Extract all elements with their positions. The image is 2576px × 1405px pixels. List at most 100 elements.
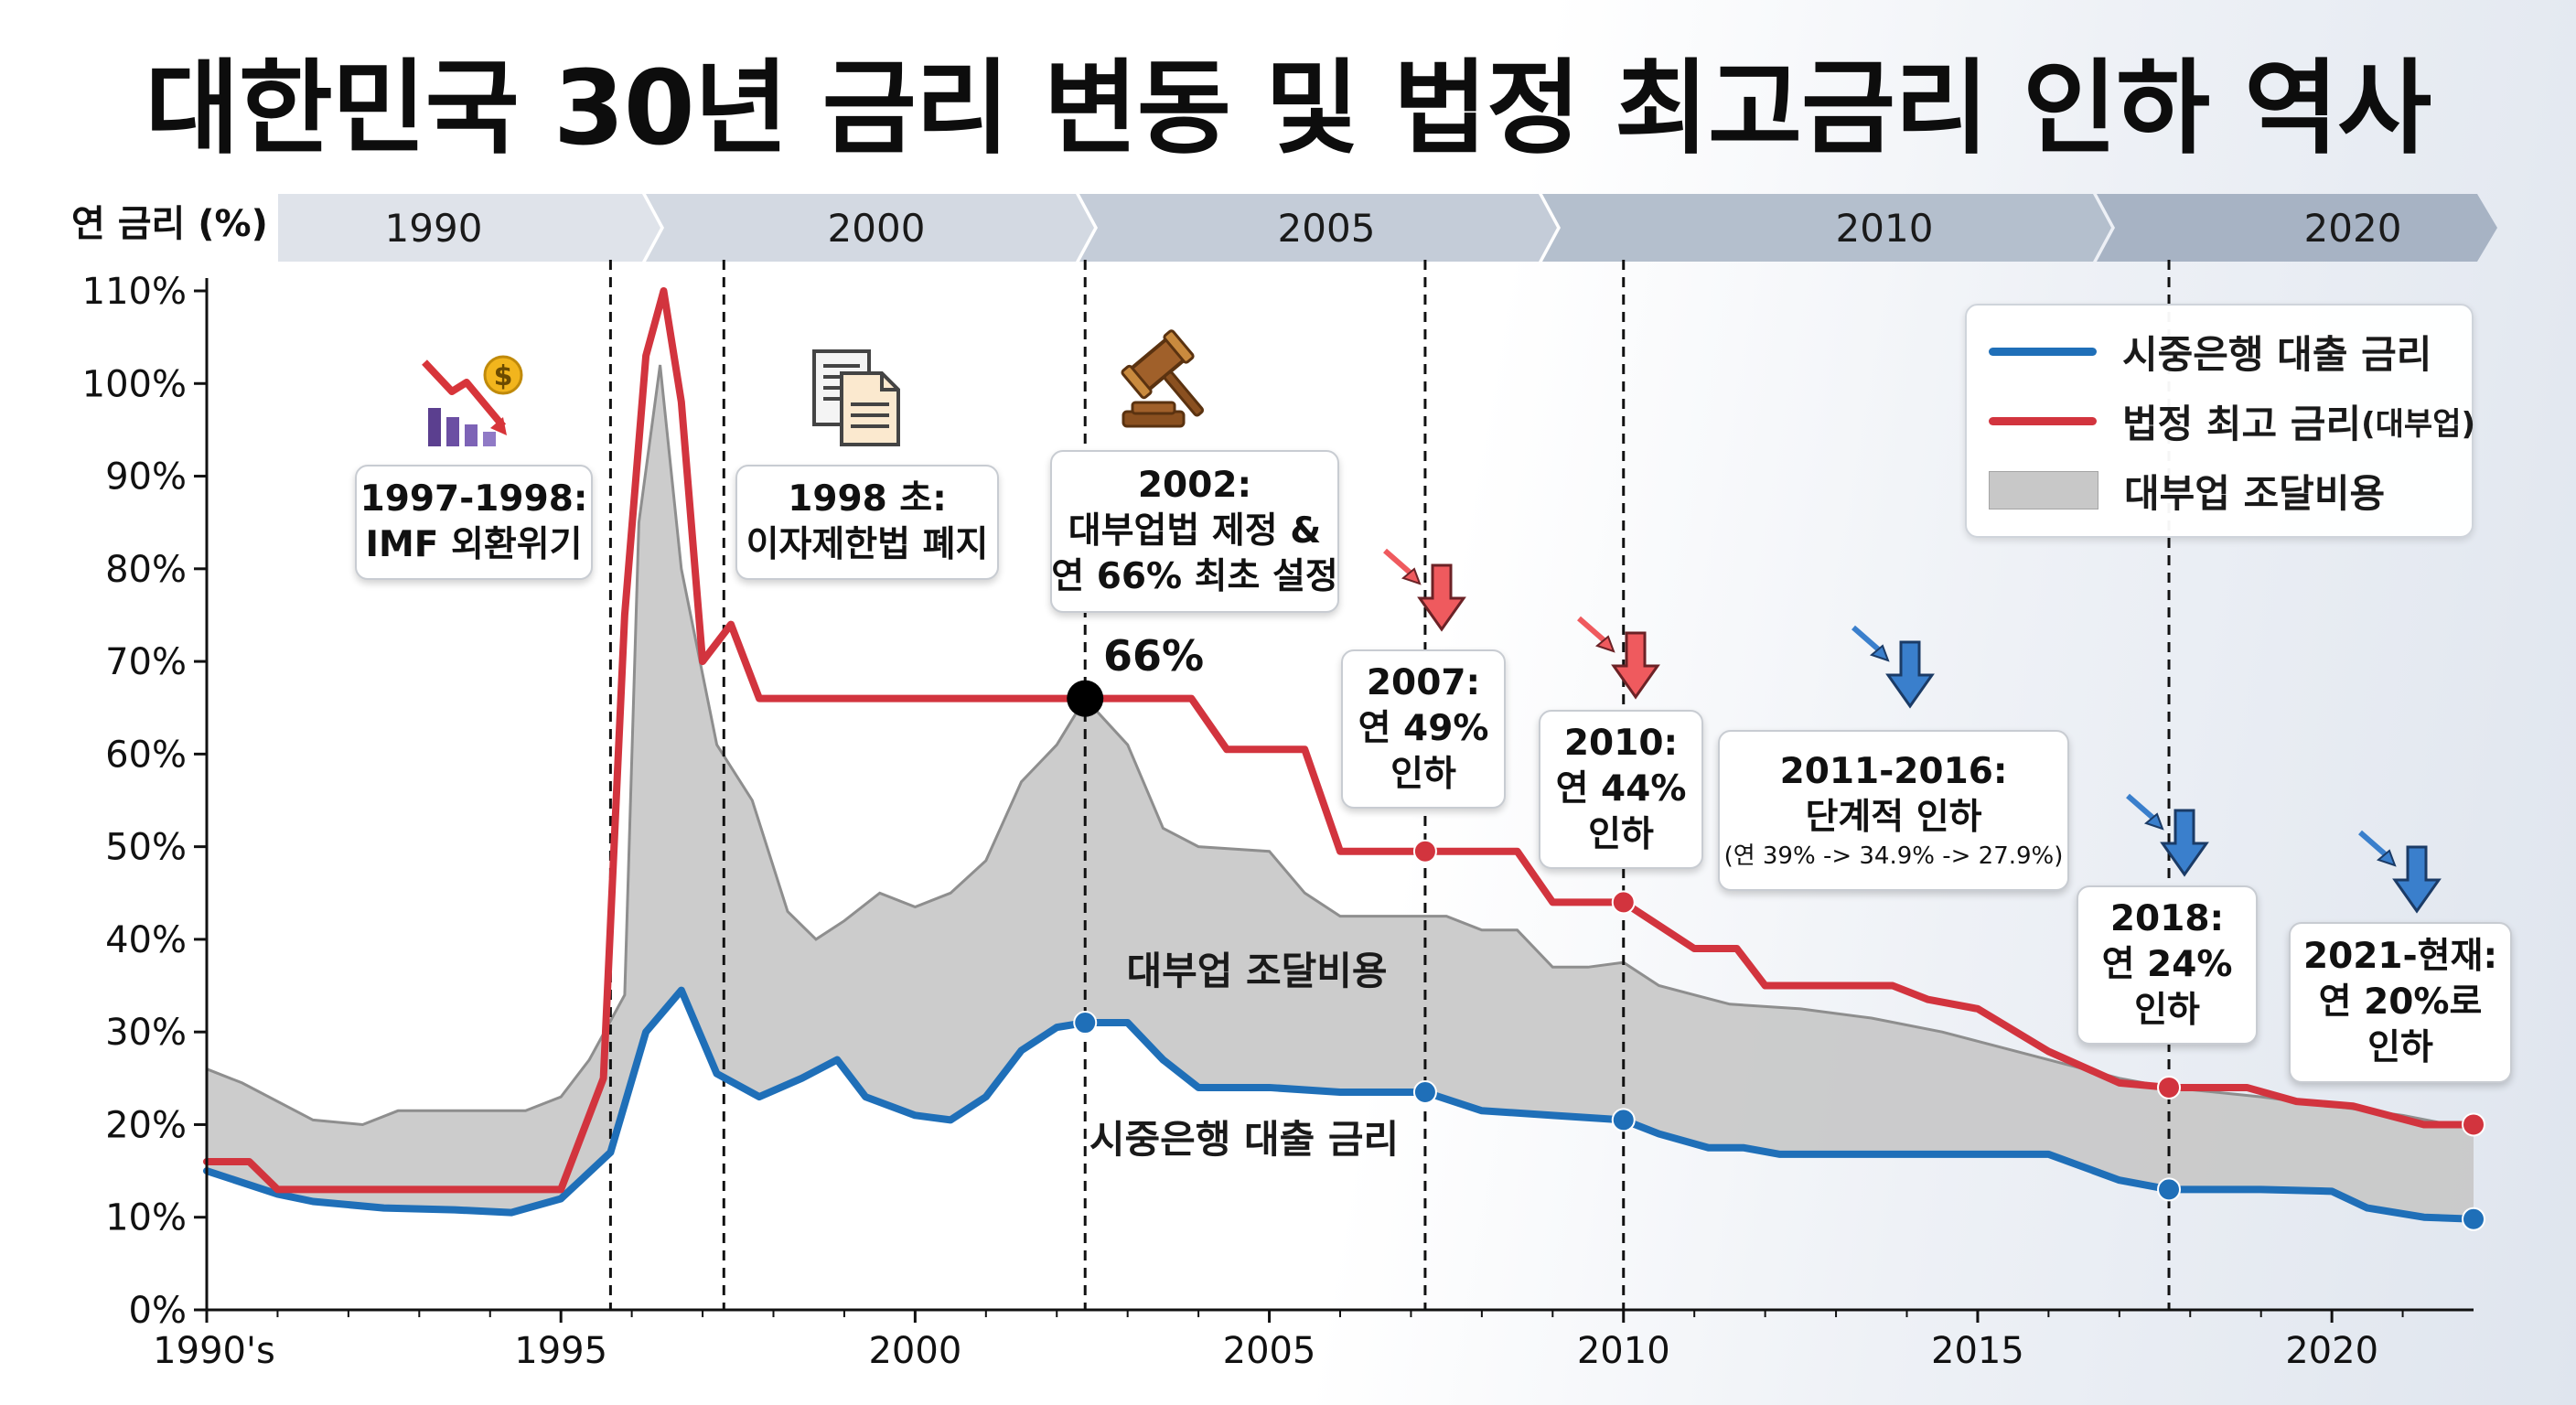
legal-max-marker (1611, 890, 1636, 915)
falling-chart-icon: $ (422, 355, 523, 446)
note-line: 연 24% (2101, 944, 2233, 985)
note-2002-law: 2002: 대부업법 제정 & 연 66% 최초 설정 (1050, 450, 1339, 613)
note-line: 2010: (1563, 723, 1679, 764)
note-interest-limit-repeal: 1998 초: 이자제한법 폐지 (735, 465, 999, 580)
note-line: 단계적 인하 (1805, 797, 1982, 838)
x-tick-label: 2000 (868, 1330, 961, 1372)
note-imf-crisis: 1997-1998: IMF 외환위기 (355, 465, 593, 580)
era-segment-1990 (278, 194, 660, 262)
note-line: 2021-현재: (2302, 936, 2498, 977)
legend-swatch-bank (1989, 347, 2097, 356)
legal-max-rate-line (203, 287, 2477, 1194)
funding-cost-edge (206, 364, 2474, 1131)
legal-max-marker (2462, 1112, 2485, 1137)
y-tick-label: 50% (105, 827, 187, 869)
note-line: 인하 (1588, 814, 1654, 855)
legend-swatch-legal-max (1989, 416, 2097, 425)
y-tick-label: 70% (105, 641, 187, 683)
funding-cost-area (207, 365, 2474, 1219)
x-tick-label: 2005 (1223, 1330, 1316, 1372)
legend-label-suffix: (대부업) (2361, 405, 2476, 443)
down-arrow-icon (1577, 616, 1660, 700)
y-tick-label: 20% (105, 1104, 187, 1146)
note-line: 1997-1998: (360, 478, 588, 520)
y-axis-unit-label: 연 금리 (%) (71, 203, 268, 245)
bank-rate-marker (2157, 1177, 2182, 1202)
bank-rate-marker (1073, 1011, 1098, 1035)
legal-max-marker (2157, 1075, 2182, 1099)
bank-rate-marker (2462, 1207, 2485, 1231)
note-line: 인하 (1390, 754, 1456, 795)
era-label: 2010 (1836, 206, 1934, 251)
legend-item-legal-max: 법정 최고 금리 (대부업) (1989, 393, 2475, 448)
note-2007: 2007: 연 49% 인하 (1341, 649, 1506, 809)
x-tick-label: 2020 (2285, 1330, 2378, 1372)
down-arrow-icon (1383, 548, 1466, 632)
down-arrow-icon (1852, 625, 1935, 709)
peak-66-label: 66% (1103, 631, 1204, 681)
era-label: 1990 (385, 206, 483, 251)
x-tick-label: 1995 (514, 1330, 607, 1372)
gavel-icon (1121, 329, 1205, 428)
note-2018: 2018: 연 24% 인하 (2077, 885, 2258, 1045)
bank-rate-label: 시중은행 대출 금리 (1089, 1117, 1399, 1162)
note-line: 2011-2016: (1779, 751, 2008, 792)
down-arrow-icon (2126, 793, 2209, 877)
event-lines-layer (608, 260, 2171, 1310)
note-2021-present: 2021-현재: 연 20%로 인하 (2289, 922, 2512, 1083)
y-tick-label: 100% (82, 363, 187, 405)
y-tick-label: 80% (105, 549, 187, 591)
era-segment-2010 (1542, 194, 2111, 262)
document-icon (812, 349, 900, 446)
note-detail: (연 39% -> 34.9% -> 27.9%) (1723, 842, 2064, 870)
note-2011-2016: 2011-2016: 단계적 인하 (연 39% -> 34.9% -> 27.… (1718, 730, 2069, 891)
y-tick-label: 0% (129, 1290, 187, 1332)
legend-label: 시중은행 대출 금리 (2122, 331, 2432, 377)
markers-layer (1067, 680, 2485, 1231)
chart-legend: 시중은행 대출 금리 법정 최고 금리 (대부업) 대부업 조달비용 (1965, 304, 2475, 538)
series-lines-layer (203, 287, 2477, 1223)
legal-max-marker (1412, 839, 1437, 863)
y-tick-label: 90% (105, 456, 187, 499)
note-line: 2007: (1366, 662, 1481, 703)
era-label: 2005 (1278, 206, 1376, 251)
funding-area-label: 대부업 조달비용 (1126, 949, 1387, 993)
bank-rate-marker (1412, 1080, 1437, 1105)
note-line: 이자제한법 폐지 (746, 524, 989, 565)
legend-item-bank: 시중은행 대출 금리 (1989, 324, 2431, 379)
page-title: 대한민국 30년 금리 변동 및 법정 최고금리 인하 역사 (145, 49, 2432, 168)
era-label: 2020 (2304, 206, 2402, 251)
x-tick-label: 1990's (153, 1330, 275, 1372)
note-line: 연 66% 최초 설정 (1051, 556, 1338, 597)
y-tick-label: 10% (105, 1197, 187, 1239)
y-tick-label: 110% (82, 271, 187, 313)
era-timeline-bar: 1990 2000 2005 2010 2020 (278, 194, 2497, 262)
era-label: 2000 (828, 206, 926, 251)
note-2010: 2010: 연 44% 인하 (1539, 710, 1703, 869)
era-segment-2020 (2097, 194, 2497, 262)
y-tick-label: 30% (105, 1012, 187, 1054)
funding-cost-area-layer (206, 364, 2474, 1219)
legend-swatch-funding (1989, 471, 2098, 509)
bank-rate-marker (1611, 1108, 1636, 1132)
bank-rate-line (203, 986, 2477, 1223)
y-tick-label: 60% (105, 734, 187, 776)
era-segment-2005 (1079, 194, 1557, 262)
note-line: 2002: (1137, 465, 1252, 506)
note-line: 인하 (2367, 1027, 2433, 1068)
note-line: 2018: (2109, 898, 2225, 939)
note-line: 1998 초: (788, 478, 947, 520)
note-line: IMF 외환위기 (365, 524, 583, 565)
peak-point-marker (1067, 680, 1104, 717)
note-line: 인하 (2134, 990, 2200, 1031)
legend-label: 법정 최고 금리 (2122, 401, 2362, 446)
note-line: 연 44% (1555, 768, 1687, 810)
x-tick-label: 2015 (1931, 1330, 2024, 1372)
legend-item-funding: 대부업 조달비용 (1989, 463, 2385, 518)
legend-label: 대부업 조달비용 (2124, 470, 2386, 516)
down-arrow-icon (2358, 830, 2442, 914)
note-line: 연 20%로 (2318, 981, 2483, 1023)
note-line: 연 49% (1358, 708, 1489, 749)
x-tick-label: 2010 (1577, 1330, 1670, 1372)
